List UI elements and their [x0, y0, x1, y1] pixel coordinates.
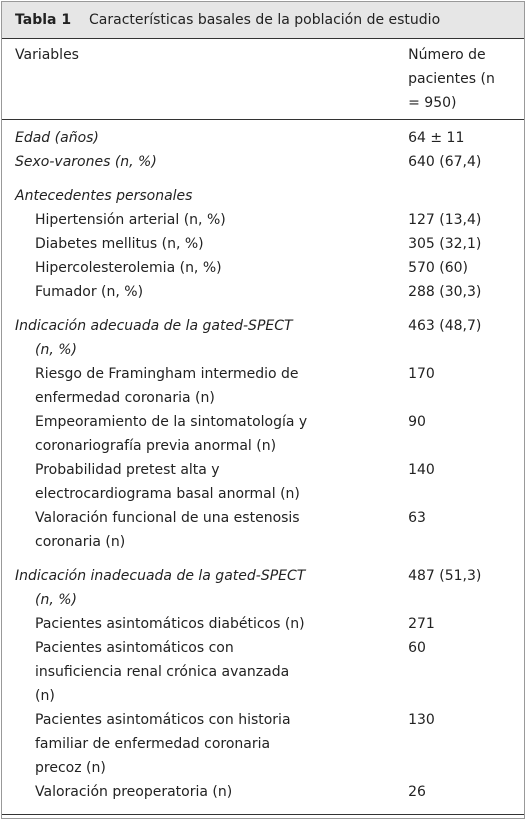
variable-line: (n, %): [35, 592, 77, 608]
variable-cell: Hipercolesterolemia (n, %): [2, 256, 394, 280]
value-cell: 130: [408, 712, 435, 728]
variable-cell: Empeoramiento de la sintomatología y coro…: [2, 410, 394, 458]
table-row: Antecedentes personales: [2, 174, 524, 208]
value-cell: 170: [408, 366, 435, 382]
variable-cell: Valoración funcional de una estenosis cor…: [2, 506, 394, 554]
table-caption: Tabla 1 Características basales de la po…: [2, 2, 524, 39]
value-cell: 487 (51,3): [408, 568, 482, 584]
table-row: Pacientes asintomáticos con historia fami…: [2, 708, 524, 780]
table-row: Hipertensión arterial (n, %) 127 (13,4): [2, 208, 524, 232]
variable-line: Pacientes asintomáticos diabéticos (n): [35, 616, 305, 632]
table: Variables Número de pacientes (n = 950) …: [2, 43, 524, 815]
variable-line: Sexo-varones (n, %): [15, 154, 157, 170]
variable-cell: Hipertensión arterial (n, %): [2, 208, 394, 232]
variable-cell: Indicación adecuada de la gated-SPECT (n,…: [2, 304, 394, 362]
value-cell: 463 (48,7): [408, 318, 482, 334]
table-label: Tabla 1: [15, 12, 72, 28]
value-cell: 90: [408, 414, 426, 430]
table-row: Indicación inadecuada de la gated-SPECT (…: [2, 554, 524, 612]
variable-line: Diabetes mellitus (n, %): [35, 236, 204, 252]
table-row: Valoración preoperatoria (n) 26: [2, 780, 524, 815]
table-row: Edad (años) 64 ± 11: [2, 120, 524, 151]
variable-line: precoz (n): [35, 760, 106, 776]
variable-line: Probabilidad pretest alta y: [35, 462, 220, 478]
table-title: Características basales de la población …: [89, 12, 441, 28]
variable-line: enfermedad coronaria (n): [35, 390, 215, 406]
variable-cell: Edad (años): [2, 120, 394, 151]
variable-cell: Valoración preoperatoria (n): [2, 780, 395, 815]
variable-line: (n, %): [35, 342, 77, 358]
value-cell: 63: [408, 510, 426, 526]
variable-cell: Pacientes asintomáticos con historia fami…: [2, 708, 394, 780]
variable-line: Fumador (n, %): [35, 284, 144, 300]
variable-cell: Diabetes mellitus (n, %): [2, 232, 394, 256]
variable-line: Hipercolesterolemia (n, %): [35, 260, 222, 276]
variable-line: Indicación inadecuada de la gated-SPECT: [15, 568, 306, 584]
variable-cell: Probabilidad pretest alta y electrocardio…: [2, 458, 394, 506]
header-cell: Número de pacientes (n = 950): [394, 43, 524, 120]
table-row: Riesgo de Framingham intermedio de enferm…: [2, 362, 524, 410]
value-cell: [394, 174, 524, 208]
value-cell: 64 ± 11: [408, 130, 465, 146]
table-row: Hipercolesterolemia (n, %) 570 (60): [2, 256, 524, 280]
variable-line: familiar de enfermedad coronaria: [35, 736, 271, 752]
variable-line: Indicación adecuada de la gated-SPECT: [15, 318, 293, 334]
table-row: Pacientes asintomáticos diabéticos (n) 27…: [2, 612, 524, 636]
variable-line: Pacientes asintomáticos con: [35, 640, 234, 656]
variable-line: Hipertensión arterial (n, %): [35, 212, 226, 228]
value-cell: 140: [408, 462, 435, 478]
table-row: Diabetes mellitus (n, %) 305 (32,1): [2, 232, 524, 256]
variable-cell: Fumador (n, %): [2, 280, 394, 304]
variable-cell: Riesgo de Framingham intermedio de enferm…: [2, 362, 394, 410]
table-row: Pacientes asintomáticos con insuficiencia…: [2, 636, 524, 708]
header-row: Variables Número de pacientes (n = 950): [2, 43, 524, 120]
variable-line: (n): [35, 688, 55, 704]
table-row: Empeoramiento de la sintomatología y coro…: [2, 410, 524, 458]
variable-line: coronariografía previa anormal (n): [35, 438, 277, 454]
variable-line: Riesgo de Framingham intermedio de: [35, 366, 299, 382]
value-cell: 640 (67,4): [408, 154, 482, 170]
variable-cell: Sexo-varones (n, %): [2, 150, 394, 174]
variable-cell: Pacientes asintomáticos con insuficiencia…: [2, 636, 394, 708]
value-cell: 288 (30,3): [408, 284, 482, 300]
variable-line: Edad (años): [15, 130, 99, 146]
variable-line: Valoración preoperatoria (n): [35, 784, 233, 800]
table-row: Fumador (n, %) 288 (30,3): [2, 280, 524, 304]
variable-cell: Antecedentes personales: [2, 174, 394, 208]
value-cell: 60: [408, 640, 426, 656]
variable-line: Valoración funcional de una estenosis: [35, 510, 300, 526]
variable-line: Antecedentes personales: [15, 188, 193, 204]
variable-line: electrocardiograma basal anormal (n): [35, 486, 300, 502]
table-row: Valoración funcional de una estenosis cor…: [2, 506, 524, 554]
variable-line: coronaria (n): [35, 534, 126, 550]
value-cell: 570 (60): [408, 260, 469, 276]
value-cell: 271: [408, 616, 435, 632]
variable-line: Empeoramiento de la sintomatología y: [35, 414, 308, 430]
variable-line: Pacientes asintomáticos con historia: [35, 712, 291, 728]
header-cell: Variables: [2, 43, 395, 120]
variable-cell: Indicación inadecuada de la gated-SPECT (…: [2, 554, 394, 612]
value-cell: 127 (13,4): [408, 212, 482, 228]
variable-cell: Pacientes asintomáticos diabéticos (n): [2, 612, 394, 636]
variable-line: insuficiencia renal crónica avanzada: [35, 664, 290, 680]
value-cell: 305 (32,1): [408, 236, 482, 252]
table-row: Indicación adecuada de la gated-SPECT (n,…: [2, 304, 524, 362]
table-row: Sexo-varones (n, %) 640 (67,4): [2, 150, 524, 174]
table-row: Probabilidad pretest alta y electrocardio…: [2, 458, 524, 506]
value-cell: 26: [394, 780, 524, 815]
